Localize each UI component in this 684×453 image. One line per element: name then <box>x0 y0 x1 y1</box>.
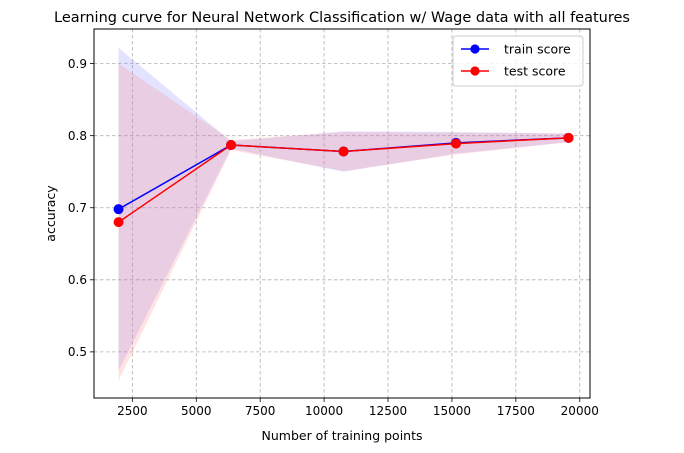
y-tick-label: 0.8 <box>68 129 87 143</box>
x-tick-label: 7500 <box>245 404 276 418</box>
x-tick-label: 10000 <box>305 404 343 418</box>
legend-label-train: train score <box>504 42 571 57</box>
y-tick-label: 0.5 <box>68 345 87 359</box>
x-tick-label: 2500 <box>117 404 148 418</box>
x-tick-label: 17500 <box>497 404 535 418</box>
legend-marker-train <box>470 44 480 54</box>
x-tick-label: 5000 <box>181 404 212 418</box>
series-markers <box>113 132 574 228</box>
x-tick-label: 15000 <box>433 404 471 418</box>
confidence-band-test <box>118 63 569 381</box>
legend: train score test score <box>452 35 584 87</box>
plot-area-frame <box>93 28 591 399</box>
data-point-train <box>113 204 124 215</box>
data-point-test <box>338 146 349 157</box>
legend-marker-test <box>470 66 480 76</box>
y-axis-title: accuracy <box>43 185 58 242</box>
x-tick-label: 12500 <box>369 404 407 418</box>
y-tick-label: 0.7 <box>68 201 87 215</box>
x-tick-label: 20000 <box>561 404 599 418</box>
grid-lines <box>94 29 590 398</box>
chart-title: Learning curve for Neural Network Classi… <box>54 10 630 26</box>
data-point-test <box>563 132 574 143</box>
confidence-bands <box>118 47 569 381</box>
data-point-test <box>451 138 462 149</box>
y-tick-label: 0.9 <box>68 57 87 71</box>
axis-ticks: 2500 5000 7500 10000 12500 15000 17500 20000 0.5… <box>68 57 599 418</box>
data-point-test <box>226 140 237 151</box>
legend-label-test: test score <box>504 64 566 79</box>
y-tick-label: 0.6 <box>68 273 87 287</box>
x-axis-title: Number of training points <box>262 428 423 443</box>
data-point-test <box>113 217 124 228</box>
